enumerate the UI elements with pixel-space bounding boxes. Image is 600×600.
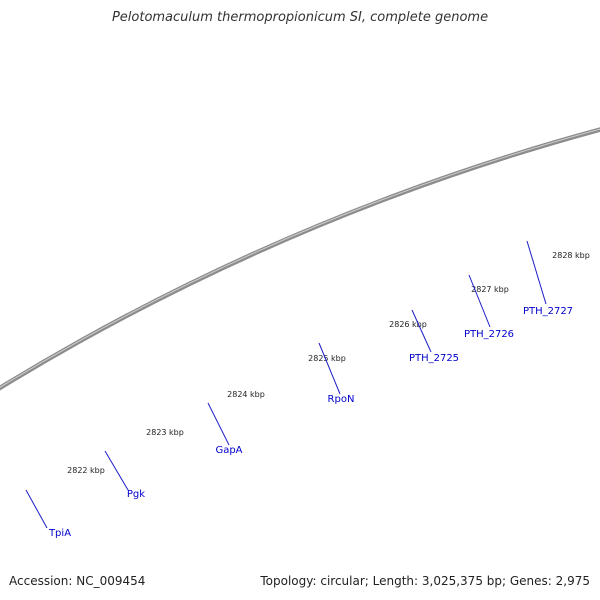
gene-label: RpoN: [328, 394, 355, 405]
kbp-label: 2826 kbp: [389, 320, 427, 329]
gene-label: PTH_2726: [464, 329, 514, 340]
gene-label-leader: [104, 450, 129, 491]
gene-label: PTH_2725: [409, 353, 459, 364]
gene-label-leader: [468, 274, 491, 328]
genome-title: Pelotomaculum thermopropionicum SI, comp…: [111, 10, 489, 25]
gene-label-leader: [207, 402, 230, 446]
kbp-label: 2823 kbp: [146, 428, 184, 437]
kbp-label: 2822 kbp: [67, 466, 105, 475]
kbp-label: 2828 kbp: [552, 251, 590, 260]
kbp-label: 2825 kbp: [308, 354, 346, 363]
topology-text: Topology: circular; Length: 3,025,375 bp…: [260, 574, 590, 588]
gene-label: TpiA: [48, 528, 71, 539]
genome-backbone: [0, 127, 600, 391]
kbp-label: 2824 kbp: [227, 390, 265, 399]
gene-label-leader: [318, 342, 341, 395]
gene-label: GapA: [215, 445, 242, 456]
backbone-line: [0, 127, 600, 391]
kbp-label: 2827 kbp: [471, 285, 509, 294]
gene-label-leader: [25, 489, 48, 529]
gene-label-leader: [411, 309, 432, 353]
accession-text: Accession: NC_009454: [9, 574, 146, 588]
map-labels: 2822 kbp 2823 kbp 2824 kbp 2825 kbp 2826 kbp…: [25, 240, 590, 539]
gene-label: PTH_2727: [523, 306, 573, 317]
backbone-highlight: [0, 128, 600, 388]
gene-label-leader: [526, 240, 547, 305]
gene-label: Pgk: [127, 489, 145, 500]
